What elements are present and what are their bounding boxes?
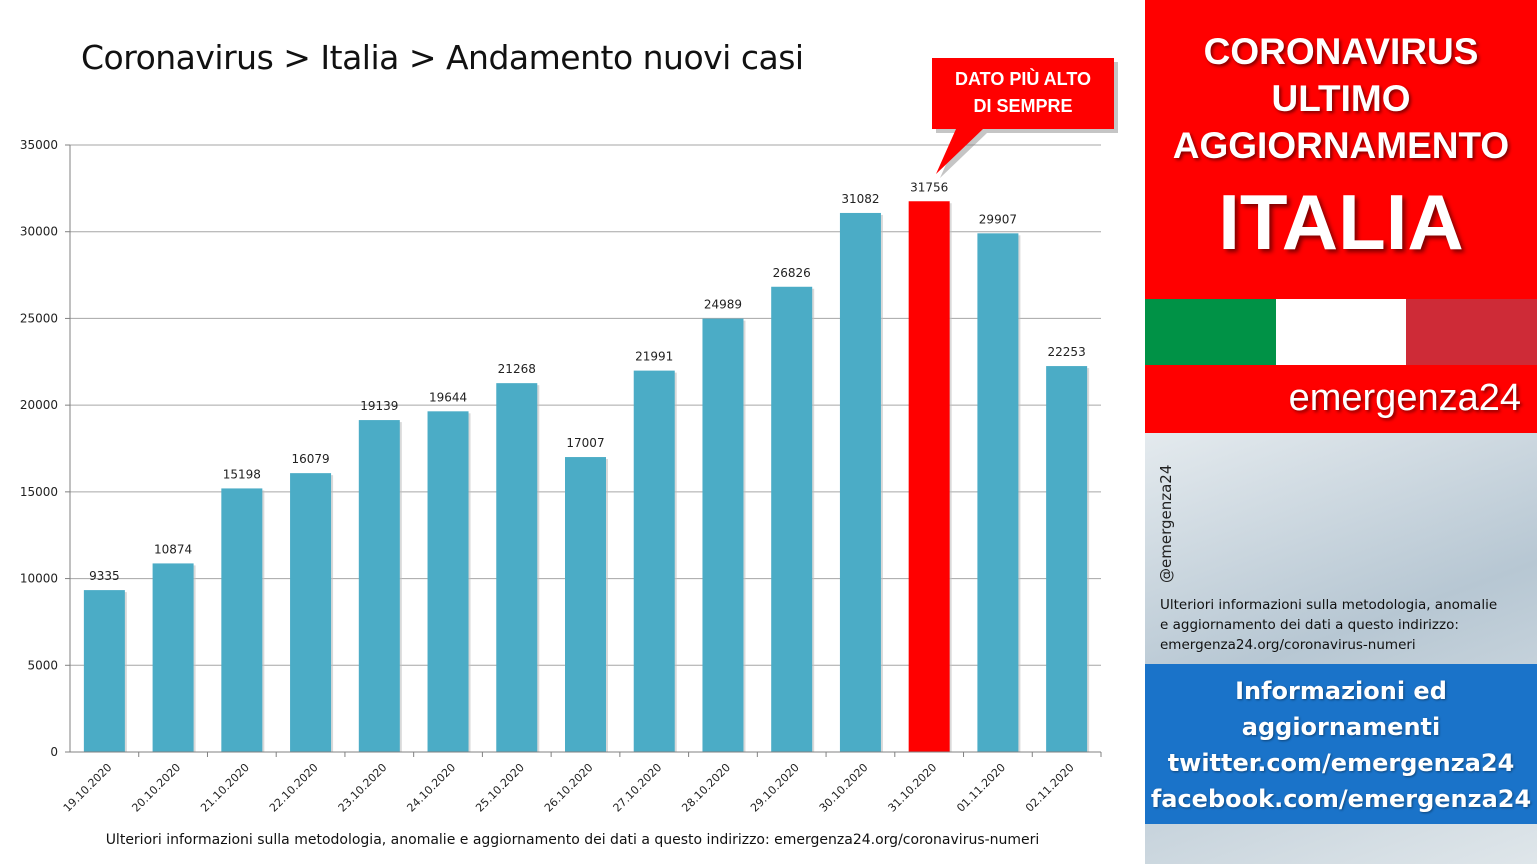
bar bbox=[221, 488, 263, 752]
brand-name: emergenza24 bbox=[1288, 377, 1521, 419]
annotation-text: DATO PIÙ ALTO DI SEMPRE bbox=[932, 66, 1114, 120]
y-tick-label: 25000 bbox=[20, 311, 58, 325]
bar bbox=[152, 563, 194, 752]
data-label: 22253 bbox=[1048, 345, 1086, 359]
data-label: 19644 bbox=[429, 390, 467, 404]
data-labels: 9335 10874 15198 16079 19139 19644 21268 17007 2… bbox=[89, 180, 1086, 583]
bar bbox=[771, 286, 813, 752]
bar bbox=[83, 590, 125, 752]
bar-chart: 0 5000 10000 15000 20000 25000 30000 35000 9335… bbox=[20, 138, 1102, 815]
flag-white-stripe bbox=[1275, 299, 1407, 365]
social-links: Informazioni ed aggiornamenti twitter.co… bbox=[1145, 664, 1537, 824]
data-label: 16079 bbox=[291, 452, 329, 466]
sidebar-info-line-2: e aggiornamento dei dati a questo indiri… bbox=[1160, 617, 1459, 633]
sidebar-info-line-3: emergenza24.org/coronavirus-numeri bbox=[1160, 637, 1416, 653]
data-label: 29907 bbox=[979, 212, 1017, 226]
sidebar-info-line-1: Ulteriori informazioni sulla metodologia… bbox=[1160, 597, 1498, 613]
facebook-link[interactable]: facebook.com/emergenza24 bbox=[1150, 785, 1532, 813]
callout-box bbox=[932, 58, 1114, 174]
y-tick-label: 20000 bbox=[20, 398, 58, 412]
data-label: 19139 bbox=[360, 399, 398, 413]
bar bbox=[702, 318, 744, 752]
y-axis-ticks: 0 5000 10000 15000 20000 25000 30000 35000 bbox=[20, 138, 70, 759]
data-label: 9335 bbox=[89, 569, 120, 583]
bar bbox=[358, 420, 400, 752]
data-label: 24989 bbox=[704, 298, 742, 312]
bar bbox=[427, 411, 469, 752]
flag-green-stripe bbox=[1145, 299, 1276, 365]
hero-country: ITALIA bbox=[1218, 178, 1464, 266]
flag-red-stripe bbox=[1406, 299, 1537, 365]
bar bbox=[633, 370, 675, 752]
annotation-line-2: DI SEMPRE bbox=[973, 96, 1073, 116]
italian-flag bbox=[1145, 299, 1537, 365]
data-label: 15198 bbox=[223, 467, 261, 481]
chart-title: Coronavirus > Italia > Andamento nuovi c… bbox=[81, 38, 804, 77]
bar bbox=[496, 383, 538, 752]
social-handle: @emergenza24 bbox=[1157, 464, 1175, 583]
data-label: 17007 bbox=[566, 436, 604, 450]
social-line-1: Informazioni ed bbox=[1235, 677, 1447, 705]
bar bbox=[290, 473, 332, 752]
y-tick-label: 0 bbox=[50, 745, 58, 759]
data-label: 21268 bbox=[498, 362, 536, 376]
annotation-line-1: DATO PIÙ ALTO bbox=[954, 69, 1091, 89]
bar bbox=[565, 457, 606, 752]
hero-line-2: ULTIMO bbox=[1271, 78, 1411, 119]
bar bbox=[908, 201, 950, 752]
data-label: 26826 bbox=[773, 266, 811, 280]
y-tick-label: 5000 bbox=[27, 658, 58, 672]
twitter-link[interactable]: twitter.com/emergenza24 bbox=[1167, 749, 1515, 777]
bar bbox=[839, 212, 881, 752]
y-tick-label: 15000 bbox=[20, 485, 58, 499]
footer-note: Ulteriori informazioni sulla metodologia… bbox=[105, 832, 1040, 848]
data-label: 21991 bbox=[635, 350, 673, 364]
bar bbox=[977, 233, 1019, 753]
social-line-2: aggiornamenti bbox=[1241, 713, 1441, 741]
hero-line-1: CORONAVIRUS bbox=[1203, 31, 1479, 72]
bar bbox=[1046, 366, 1088, 752]
data-label: 10874 bbox=[154, 542, 192, 556]
y-tick-label: 30000 bbox=[20, 225, 58, 239]
brand-bar: emergenza24 bbox=[1145, 365, 1537, 433]
bars bbox=[83, 201, 1090, 753]
sidebar-info: Ulteriori informazioni sulla metodologia… bbox=[1160, 595, 1530, 655]
annotation-callout bbox=[932, 58, 1118, 178]
y-tick-label: 35000 bbox=[20, 138, 58, 152]
data-label: 31082 bbox=[841, 192, 879, 206]
data-label: 31756 bbox=[910, 180, 948, 194]
hero-line-3: AGGIORNAMENTO bbox=[1172, 125, 1510, 166]
sidebar: CORONAVIRUS ULTIMO AGGIORNAMENTO ITALIA … bbox=[1145, 0, 1537, 864]
y-tick-label: 10000 bbox=[20, 572, 58, 586]
hero-banner: CORONAVIRUS ULTIMO AGGIORNAMENTO ITALIA bbox=[1145, 0, 1537, 299]
